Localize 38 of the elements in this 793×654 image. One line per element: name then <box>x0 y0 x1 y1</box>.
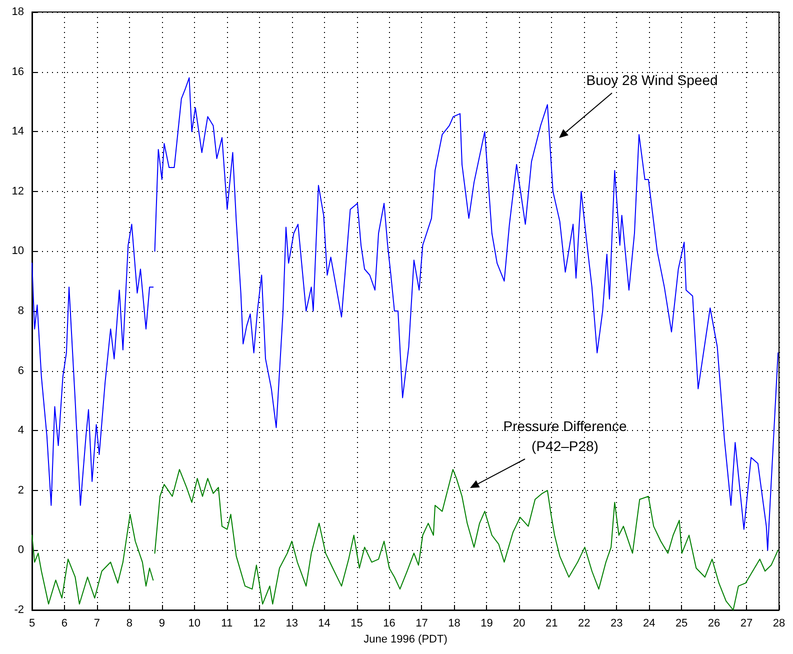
y-tick-label: 10 <box>12 245 24 258</box>
annotation: Buoy 28 Wind Speed <box>586 72 718 88</box>
y-tick-label: 4 <box>18 424 24 437</box>
x-tick-label: 11 <box>221 618 233 630</box>
x-tick-label: 27 <box>740 618 753 630</box>
y-tick-label: 6 <box>18 364 24 377</box>
x-tick-label: 20 <box>513 618 526 630</box>
x-tick-label: 26 <box>708 618 720 630</box>
x-tick-label: 24 <box>642 618 656 630</box>
x-tick-label: 22 <box>578 618 590 630</box>
y-tick-label: 8 <box>18 305 24 317</box>
y-tick-label: 12 <box>12 185 24 198</box>
x-tick-label: 23 <box>610 618 623 630</box>
y-tick-label: 16 <box>12 66 24 78</box>
x-tick-label: 19 <box>480 618 493 630</box>
y-tick-label: 18 <box>12 6 24 18</box>
x-tick-label: 12 <box>253 618 266 630</box>
x-tick-label: 14 <box>318 618 330 630</box>
x-tick-label: 25 <box>675 618 688 630</box>
y-tick-label: 14 <box>12 126 24 138</box>
y-tick-label: 0 <box>18 544 24 556</box>
x-tick-label: 17 <box>416 618 428 630</box>
y-tick-label: -2 <box>14 604 24 616</box>
x-tick-label: 7 <box>94 618 100 630</box>
x-tick-label: 6 <box>61 618 68 630</box>
x-axis-title: June 1996 (PDT) <box>364 633 448 646</box>
x-tick-label: 21 <box>546 618 558 630</box>
x-tick-label: 18 <box>448 618 460 630</box>
annotation: Pressure Difference (P42–P28) <box>503 418 627 454</box>
x-tick-label: 16 <box>383 618 396 630</box>
x-tick-label: 28 <box>772 618 786 630</box>
x-tick-label: 10 <box>188 618 201 630</box>
x-tick-label: 13 <box>286 618 298 630</box>
x-tick-label: 8 <box>126 618 132 630</box>
y-tick-label: 2 <box>18 484 24 496</box>
x-tick-label: 15 <box>350 618 363 630</box>
x-tick-label: 5 <box>28 618 36 630</box>
x-tick-label: 9 <box>158 618 165 630</box>
